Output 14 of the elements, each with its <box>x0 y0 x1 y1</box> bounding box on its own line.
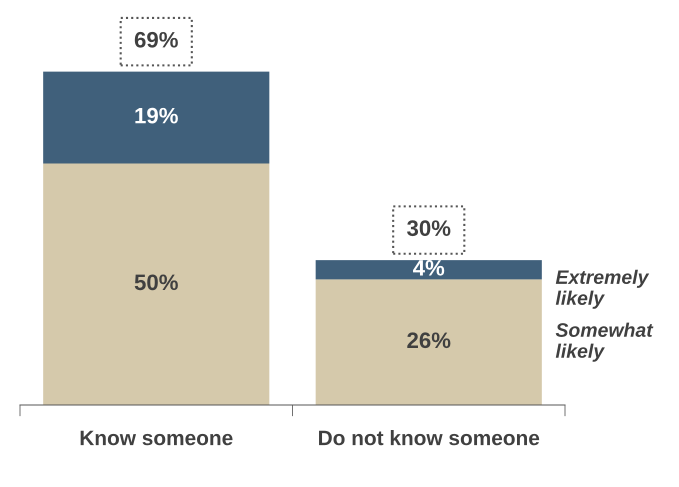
bar <box>43 163 270 405</box>
x-tick-label: Do not know someone <box>319 430 540 446</box>
bar <box>43 72 270 164</box>
data-label: 4% <box>413 260 444 276</box>
data-label: 26% <box>407 332 450 348</box>
data-label: 19% <box>135 108 178 124</box>
x-tick-label: Know someone <box>80 430 233 446</box>
bar <box>316 279 542 405</box>
series-label: Extremely likely <box>556 270 650 309</box>
total-label: 69% <box>134 32 178 48</box>
bar <box>316 260 542 280</box>
series-label: Somewhat likely <box>556 322 654 362</box>
total-label: 30% <box>407 220 450 236</box>
data-label: 50% <box>134 274 178 290</box>
